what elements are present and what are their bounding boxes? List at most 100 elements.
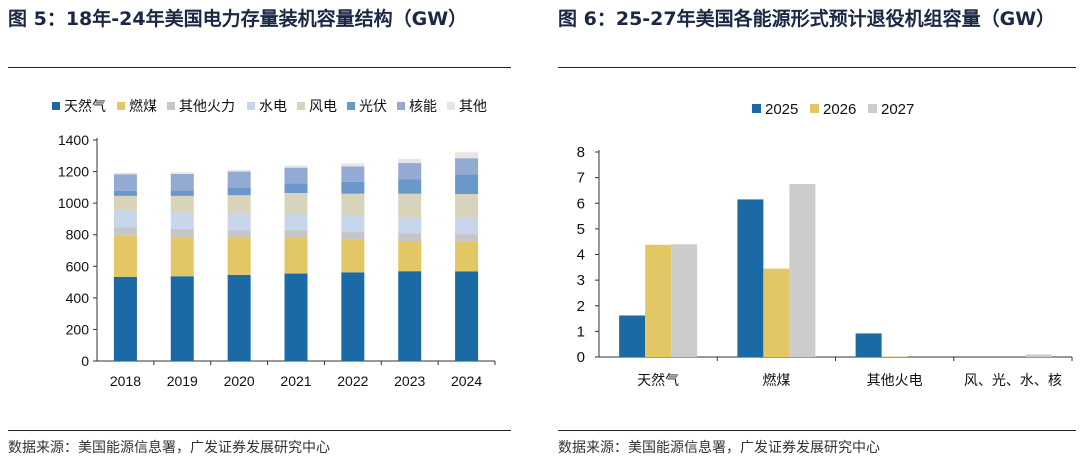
left-legend-swatch — [117, 102, 125, 110]
right-y-tick-label: 3 — [577, 272, 585, 289]
left-bar-2019-其他 — [170, 172, 194, 174]
left-legend-swatch — [52, 102, 60, 110]
right-legend-swatch — [810, 104, 819, 113]
left-bar-2022-水电 — [341, 215, 365, 233]
left-bar-2023-光伏 — [398, 179, 422, 194]
right-x-tick-label: 天然气 — [637, 372, 679, 388]
left-bar-2021-光伏 — [284, 183, 308, 194]
right-bar-其他火电-2025 — [855, 333, 882, 357]
right-bar-燃煤-2027 — [789, 184, 816, 357]
left-bar-2020-其他火力 — [227, 230, 251, 239]
left-legend-swatch — [297, 102, 305, 110]
right-chart-title: 图 6：25-27年美国各能源形式预计退役机组容量（GW） — [558, 4, 1073, 34]
right-y-tick-label: 8 — [577, 144, 585, 161]
left-bar-2022-燃煤 — [341, 239, 365, 273]
left-bar-2018-光伏 — [113, 190, 137, 196]
left-bar-2022-核能 — [341, 166, 365, 182]
right-bar-天然气-2027 — [671, 244, 698, 357]
right-legend-swatch — [752, 104, 761, 113]
right-bar-其他火电-2026 — [881, 356, 908, 357]
left-bar-2021-水电 — [284, 214, 308, 231]
right-x-tick-label: 燃煤 — [762, 372, 790, 388]
left-bar-2022-光伏 — [341, 181, 365, 194]
left-chart-title: 图 5：18年-24年美国电力存量装机容量结构（GW） — [8, 8, 468, 30]
right-legend-label: 2026 — [823, 101, 856, 118]
left-bar-2023-天然气 — [398, 271, 422, 361]
left-bar-2019-其他火力 — [170, 228, 194, 238]
left-bar-2020-水电 — [227, 213, 251, 231]
right-x-tick-label: 其他火电 — [867, 372, 923, 388]
left-bar-2019-燃煤 — [170, 237, 194, 277]
right-y-tick-label: 4 — [577, 247, 585, 264]
left-y-tick-label: 200 — [66, 321, 90, 337]
left-bar-2018-水电 — [113, 210, 137, 228]
right-bar-天然气-2026 — [645, 244, 672, 357]
left-bar-2023-其他火力 — [398, 233, 422, 242]
left-x-tick-label: 2021 — [280, 373, 311, 389]
left-bar-2024-燃煤 — [455, 241, 479, 272]
left-bar-2022-其他 — [341, 163, 365, 167]
right-title-prefix: 图 6： — [558, 8, 616, 30]
left-x-tick-label: 2022 — [337, 373, 368, 389]
left-y-tick-label: 1200 — [58, 164, 89, 180]
left-legend-swatch — [447, 102, 455, 110]
left-legend-label: 其他火力 — [179, 98, 235, 114]
left-bar-2020-天然气 — [227, 274, 251, 361]
left-bar-2023-燃煤 — [398, 241, 422, 272]
left-legend-label: 光伏 — [359, 98, 387, 114]
left-bar-2023-风电 — [398, 193, 422, 218]
left-x-tick-label: 2024 — [451, 373, 482, 389]
left-bar-2020-风电 — [227, 195, 251, 214]
right-title-divider — [558, 67, 1076, 68]
left-bar-2024-风电 — [455, 193, 479, 218]
left-footer-divider — [8, 430, 511, 431]
right-y-tick-label: 6 — [577, 195, 585, 212]
right-y-tick-label: 0 — [577, 349, 585, 366]
right-y-tick-label: 1 — [577, 323, 585, 340]
left-legend-swatch — [167, 102, 175, 110]
left-bar-2023-水电 — [398, 217, 422, 234]
left-x-tick-label: 2020 — [224, 373, 255, 389]
left-bar-2024-天然气 — [455, 271, 479, 361]
right-y-tick-label: 7 — [577, 170, 585, 187]
right-bar-燃煤-2026 — [763, 268, 790, 357]
left-bar-2021-核能 — [284, 167, 308, 184]
left-y-tick-label: 800 — [66, 227, 90, 243]
left-bar-2024-其他火力 — [455, 234, 479, 242]
right-bar-天然气-2025 — [619, 315, 646, 357]
left-y-tick-label: 1000 — [58, 195, 89, 211]
right-x-tick-label: 风、光、水、核 — [964, 372, 1062, 388]
right-y-tick-label: 2 — [577, 298, 585, 315]
left-legend-label: 其他 — [459, 98, 487, 114]
left-bar-2018-其他火力 — [113, 227, 137, 236]
right-legend-label: 2025 — [765, 101, 798, 118]
left-legend-label: 燃煤 — [129, 98, 157, 114]
left-bar-2021-天然气 — [284, 273, 308, 361]
left-bar-2018-其他 — [113, 172, 137, 175]
left-bar-2022-风电 — [341, 193, 365, 216]
left-bar-2018-核能 — [113, 174, 137, 191]
left-bar-2019-风电 — [170, 195, 194, 213]
left-bar-2019-光伏 — [170, 190, 194, 196]
right-bar-风、光、水、核-2027 — [1025, 354, 1052, 357]
left-legend-label: 核能 — [409, 98, 437, 114]
left-bar-2021-其他 — [284, 165, 308, 168]
left-x-tick-label: 2019 — [167, 373, 198, 389]
left-legend-label: 水电 — [259, 98, 287, 114]
left-y-tick-label: 1400 — [58, 132, 89, 148]
right-legend-swatch — [868, 104, 877, 113]
left-bar-2024-核能 — [455, 158, 479, 175]
right-title-text: 25-27年美国各能源形式预计退役机组容量（GW） — [615, 8, 1056, 30]
left-y-tick-label: 400 — [66, 290, 90, 306]
left-bar-2021-燃煤 — [284, 238, 308, 274]
left-bar-2024-水电 — [455, 217, 479, 235]
left-legend-swatch — [247, 102, 255, 110]
left-x-tick-label: 2018 — [110, 373, 141, 389]
left-legend-swatch — [397, 102, 405, 110]
left-bar-2019-水电 — [170, 212, 194, 229]
left-source: 数据来源：美国能源信息署，广发证券发展研究中心 — [8, 440, 330, 456]
left-bar-2020-核能 — [227, 171, 251, 188]
left-bar-2023-其他 — [398, 158, 422, 164]
left-legend-label: 风电 — [309, 98, 337, 114]
